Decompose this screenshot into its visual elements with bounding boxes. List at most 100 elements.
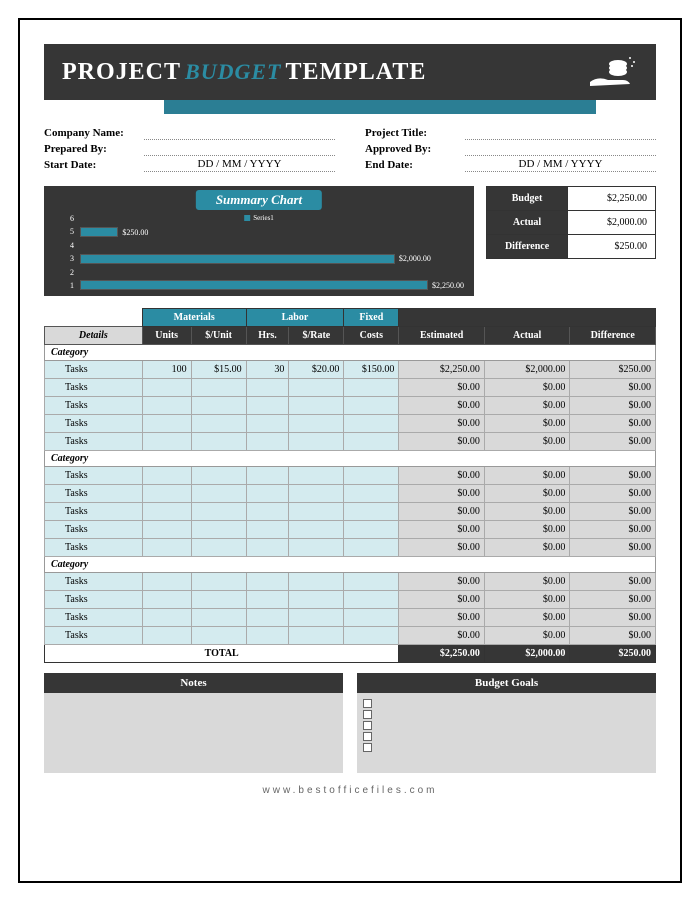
cell-per-unit[interactable] [191, 539, 246, 557]
cell-rate[interactable] [289, 521, 344, 539]
cell-units[interactable] [142, 539, 191, 557]
cell-hrs[interactable] [246, 397, 289, 415]
checkbox-icon[interactable] [363, 710, 372, 719]
cell-hrs[interactable] [246, 485, 289, 503]
cell-rate[interactable] [289, 627, 344, 645]
cell-hrs[interactable] [246, 627, 289, 645]
task-name[interactable]: Tasks [45, 609, 143, 627]
cell-units[interactable]: 100 [142, 361, 191, 379]
cell-costs[interactable] [344, 433, 399, 451]
task-name[interactable]: Tasks [45, 379, 143, 397]
cell-costs[interactable] [344, 539, 399, 557]
cell-units[interactable] [142, 415, 191, 433]
cell-per-unit[interactable] [191, 521, 246, 539]
cell-costs[interactable] [344, 415, 399, 433]
cell-units[interactable] [142, 503, 191, 521]
task-name[interactable]: Tasks [45, 539, 143, 557]
cell-units[interactable] [142, 485, 191, 503]
task-name[interactable]: Tasks [45, 397, 143, 415]
cell-rate[interactable]: $20.00 [289, 361, 344, 379]
cell-rate[interactable] [289, 573, 344, 591]
cell-per-unit[interactable] [191, 485, 246, 503]
cell-units[interactable] [142, 379, 191, 397]
cell-units[interactable] [142, 467, 191, 485]
checkbox-icon[interactable] [363, 732, 372, 741]
task-name[interactable]: Tasks [45, 433, 143, 451]
task-name[interactable]: Tasks [45, 467, 143, 485]
meta-value[interactable] [465, 126, 656, 140]
cell-costs[interactable] [344, 397, 399, 415]
task-name[interactable]: Tasks [45, 503, 143, 521]
cell-hrs[interactable] [246, 415, 289, 433]
cell-hrs[interactable] [246, 539, 289, 557]
cell-hrs[interactable] [246, 609, 289, 627]
cell-rate[interactable] [289, 609, 344, 627]
cell-per-unit[interactable] [191, 433, 246, 451]
cell-units[interactable] [142, 573, 191, 591]
cell-units[interactable] [142, 521, 191, 539]
cell-units[interactable] [142, 397, 191, 415]
notes-body[interactable] [44, 693, 343, 773]
cell-costs[interactable] [344, 591, 399, 609]
task-name[interactable]: Tasks [45, 415, 143, 433]
cell-hrs[interactable] [246, 591, 289, 609]
cell-rate[interactable] [289, 433, 344, 451]
task-name[interactable]: Tasks [45, 627, 143, 645]
task-name[interactable]: Tasks [45, 521, 143, 539]
cell-per-unit[interactable] [191, 609, 246, 627]
cell-per-unit[interactable] [191, 467, 246, 485]
cell-hrs[interactable] [246, 467, 289, 485]
cell-hrs[interactable] [246, 379, 289, 397]
task-name[interactable]: Tasks [45, 591, 143, 609]
meta-value[interactable]: DD / MM / YYYY [465, 158, 656, 172]
cell-hrs[interactable] [246, 573, 289, 591]
cell-units[interactable] [142, 433, 191, 451]
cell-costs[interactable] [344, 627, 399, 645]
cell-costs[interactable] [344, 573, 399, 591]
cell-hrs[interactable]: 30 [246, 361, 289, 379]
cell-costs[interactable] [344, 467, 399, 485]
task-name[interactable]: Tasks [45, 573, 143, 591]
cell-hrs[interactable] [246, 503, 289, 521]
cell-units[interactable] [142, 609, 191, 627]
cell-rate[interactable] [289, 397, 344, 415]
cell-per-unit[interactable] [191, 573, 246, 591]
meta-value[interactable]: DD / MM / YYYY [144, 158, 335, 172]
meta-value[interactable] [465, 142, 656, 156]
cell-hrs[interactable] [246, 521, 289, 539]
cell-costs[interactable] [344, 521, 399, 539]
cell-per-unit[interactable]: $15.00 [191, 361, 246, 379]
cell-rate[interactable] [289, 485, 344, 503]
cell-hrs[interactable] [246, 433, 289, 451]
cell-per-unit[interactable] [191, 503, 246, 521]
cell-rate[interactable] [289, 539, 344, 557]
cell-costs[interactable] [344, 503, 399, 521]
task-name[interactable]: Tasks [45, 485, 143, 503]
cell-units[interactable] [142, 627, 191, 645]
checkbox-icon[interactable] [363, 743, 372, 752]
cell-units[interactable] [142, 591, 191, 609]
cell-rate[interactable] [289, 415, 344, 433]
chart-bar [80, 227, 118, 237]
cell-costs[interactable] [344, 379, 399, 397]
meta-row: End Date:DD / MM / YYYY [365, 158, 656, 172]
cell-rate[interactable] [289, 379, 344, 397]
cell-costs[interactable] [344, 485, 399, 503]
cell-per-unit[interactable] [191, 397, 246, 415]
cell-rate[interactable] [289, 503, 344, 521]
cell-per-unit[interactable] [191, 379, 246, 397]
task-name[interactable]: Tasks [45, 361, 143, 379]
checkbox-icon[interactable] [363, 699, 372, 708]
meta-label: Approved By: [365, 143, 465, 155]
cell-per-unit[interactable] [191, 415, 246, 433]
cell-costs[interactable] [344, 609, 399, 627]
cell-costs[interactable]: $150.00 [344, 361, 399, 379]
meta-value[interactable] [144, 126, 335, 140]
cell-rate[interactable] [289, 467, 344, 485]
title-word-2: BUDGET [185, 59, 281, 85]
cell-per-unit[interactable] [191, 591, 246, 609]
meta-value[interactable] [144, 142, 335, 156]
cell-per-unit[interactable] [191, 627, 246, 645]
cell-rate[interactable] [289, 591, 344, 609]
checkbox-icon[interactable] [363, 721, 372, 730]
